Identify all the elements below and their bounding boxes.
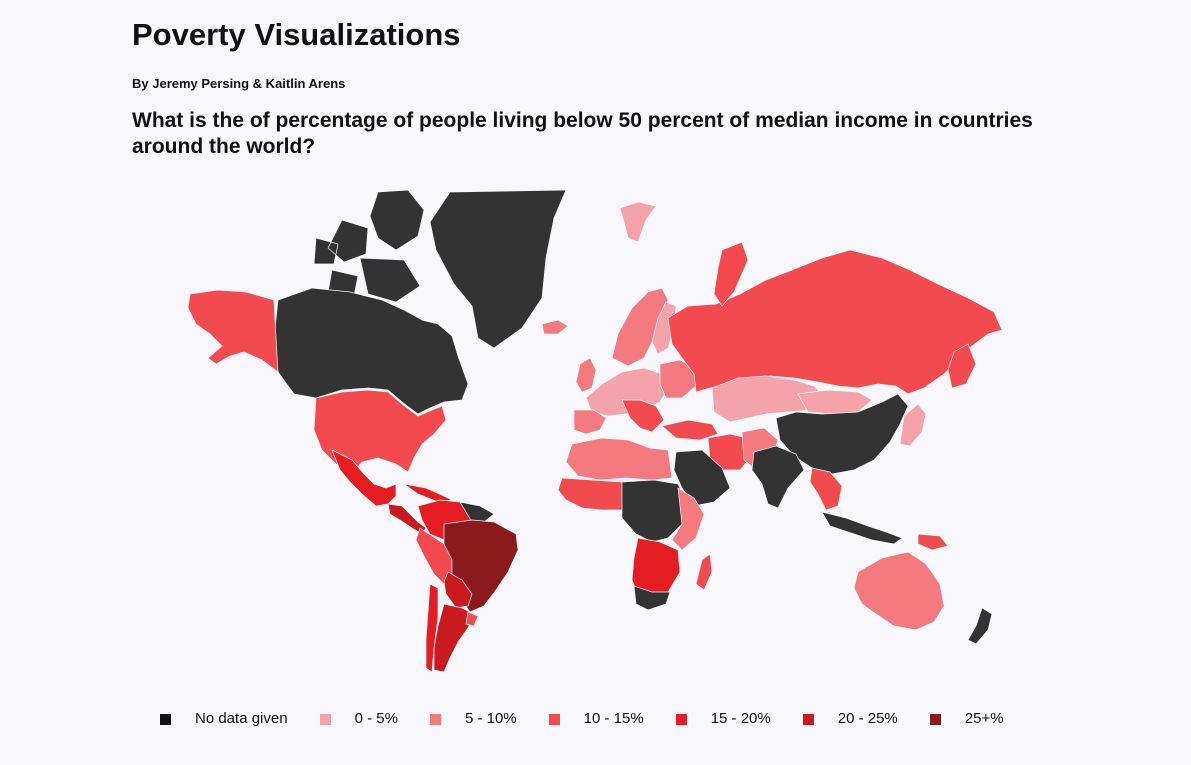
country-canada[interactable] <box>273 287 469 415</box>
country-kamchatka[interactable] <box>947 343 977 389</box>
country-guyanas[interactable] <box>459 501 495 523</box>
header: Poverty Visualizations By Jeremy Persing… <box>132 14 1072 160</box>
world-map-svg <box>187 189 1003 673</box>
legend: No data given 0 - 5% 5 - 10% 10 - 15% 15… <box>160 708 1036 730</box>
page-title: Poverty Visualizations <box>132 17 461 52</box>
country-novaya-zemlya[interactable] <box>713 241 749 307</box>
legend-label: No data given <box>195 710 288 727</box>
country-caribbean[interactable] <box>403 483 453 503</box>
country-canada-arctic[interactable] <box>313 189 425 303</box>
country-east-africa[interactable] <box>671 487 705 551</box>
country-argentina[interactable] <box>433 603 475 673</box>
map-question: What is the of percentage of people livi… <box>132 109 1033 158</box>
country-japan[interactable] <box>899 403 927 447</box>
world-map <box>182 188 1008 680</box>
legend-label: 10 - 15% <box>583 710 644 727</box>
legend-item-5-10: 5 - 10% <box>429 709 517 729</box>
byline: By Jeremy Persing & Kaitlin Arens <box>132 76 346 91</box>
country-central-africa[interactable] <box>621 479 689 543</box>
legend-item-25-plus: 25+% <box>929 709 1004 729</box>
country-mongolia[interactable] <box>797 389 873 415</box>
country-china[interactable] <box>775 393 909 475</box>
country-southeast-asia[interactable] <box>809 467 843 511</box>
country-madagascar[interactable] <box>695 553 713 591</box>
country-indonesia[interactable] <box>821 511 903 545</box>
legend-label: 15 - 20% <box>710 710 771 727</box>
country-svalbard[interactable] <box>619 201 657 243</box>
legend-swatch <box>802 713 814 725</box>
legend-label: 25+% <box>964 710 1004 727</box>
country-mexico[interactable] <box>331 449 397 507</box>
country-iceland[interactable] <box>541 319 569 335</box>
legend-item-no-data: No data given <box>160 709 288 729</box>
country-west-africa[interactable] <box>557 477 633 511</box>
country-new-zealand[interactable] <box>967 607 993 645</box>
country-chile[interactable] <box>425 583 439 673</box>
country-alaska[interactable] <box>187 289 279 373</box>
legend-item-10-15: 10 - 15% <box>548 709 644 729</box>
legend-swatch <box>319 713 331 725</box>
country-bolivia[interactable] <box>443 571 473 609</box>
legend-swatch <box>929 713 941 725</box>
country-south-africa[interactable] <box>633 585 671 611</box>
legend-label: 20 - 25% <box>837 710 898 727</box>
country-iberia[interactable] <box>573 409 607 435</box>
legend-item-0-5: 0 - 5% <box>319 709 398 729</box>
country-australia[interactable] <box>853 551 945 631</box>
legend-label: 0 - 5% <box>354 710 398 727</box>
legend-swatch <box>548 713 560 725</box>
country-uruguay[interactable] <box>465 611 479 627</box>
country-png[interactable] <box>917 533 949 551</box>
country-arabia[interactable] <box>673 449 731 507</box>
country-eastern-europe[interactable] <box>659 359 697 399</box>
legend-item-15-20: 15 - 20% <box>675 709 771 729</box>
legend-swatch <box>429 713 441 725</box>
country-greenland[interactable] <box>429 189 567 349</box>
legend-swatch <box>160 713 171 725</box>
legend-label: 5 - 10% <box>464 710 517 727</box>
country-turkey[interactable] <box>661 419 719 441</box>
country-scandinavia[interactable] <box>611 287 669 367</box>
country-uk[interactable] <box>575 357 597 393</box>
legend-swatch <box>675 713 687 725</box>
legend-item-20-25: 20 - 25% <box>802 709 898 729</box>
country-north-africa[interactable] <box>565 437 673 481</box>
country-balkans[interactable] <box>621 399 665 433</box>
country-india[interactable] <box>751 445 805 509</box>
